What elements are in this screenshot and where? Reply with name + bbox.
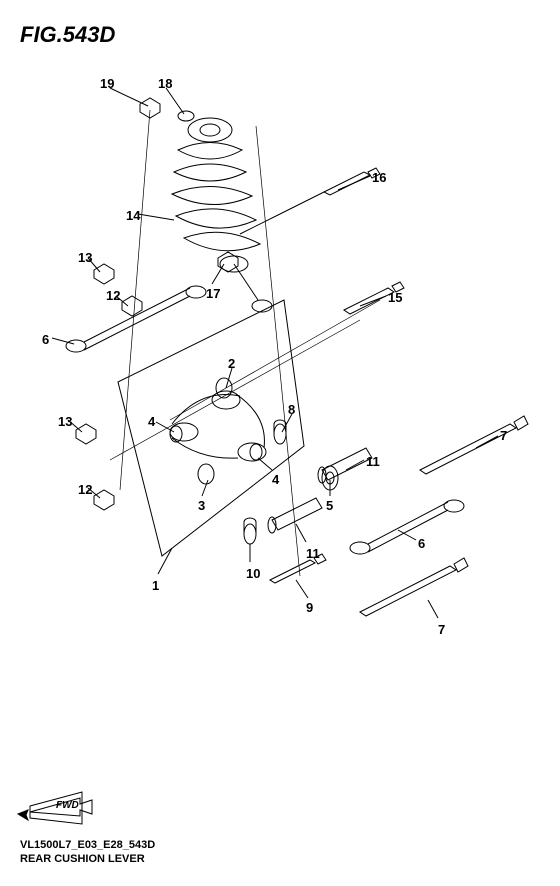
- part-nut-19: [140, 98, 160, 118]
- callout-5: 5: [326, 498, 333, 513]
- callout-3: 3: [198, 498, 205, 513]
- part-washer-18: [178, 111, 194, 121]
- part-cushion-lever: [170, 378, 266, 484]
- part-bolt-7b: [360, 558, 468, 616]
- callout-17: 17: [206, 286, 220, 301]
- part-nut-12a: [122, 296, 142, 316]
- part-spacer-8: [274, 420, 286, 444]
- part-rod-6b: [350, 500, 464, 554]
- part-shock-absorber: [172, 118, 272, 312]
- callout-13: 13: [58, 414, 72, 429]
- part-spacer-10: [244, 518, 256, 544]
- callout-2: 2: [228, 356, 235, 371]
- callout-12: 12: [78, 482, 92, 497]
- model-code: VL1500L7_E03_E28_543D: [20, 838, 155, 852]
- callout-8: 8: [288, 402, 295, 417]
- callout-10: 10: [246, 566, 260, 581]
- callout-1: 1: [152, 578, 159, 593]
- fwd-label: FWD: [56, 800, 79, 811]
- fwd-arrow: [18, 792, 92, 824]
- callout-15: 15: [388, 290, 402, 305]
- callout-19: 19: [100, 76, 114, 91]
- callout-4: 4: [148, 414, 155, 429]
- part-rod-6a: [66, 286, 206, 352]
- part-nut-13b: [76, 424, 96, 444]
- callout-12: 12: [106, 288, 120, 303]
- part-nut-12b: [94, 490, 114, 510]
- part-bolt-7a: [420, 416, 528, 474]
- callout-9: 9: [306, 600, 313, 615]
- callout-11: 11: [306, 546, 320, 561]
- callout-4: 4: [272, 472, 279, 487]
- callout-6: 6: [42, 332, 49, 347]
- callout-11: 11: [366, 454, 380, 469]
- part-nut-13a: [94, 264, 114, 284]
- callout-7: 7: [438, 622, 445, 637]
- callout-18: 18: [158, 76, 172, 91]
- diagram-canvas: [0, 0, 560, 886]
- footer-block: VL1500L7_E03_E28_543D REAR CUSHION LEVER: [20, 838, 155, 867]
- callout-13: 13: [78, 250, 92, 265]
- figure-subtitle: REAR CUSHION LEVER: [20, 852, 155, 866]
- callout-14: 14: [126, 208, 140, 223]
- callout-6: 6: [418, 536, 425, 551]
- callout-7: 7: [500, 428, 507, 443]
- callout-16: 16: [372, 170, 386, 185]
